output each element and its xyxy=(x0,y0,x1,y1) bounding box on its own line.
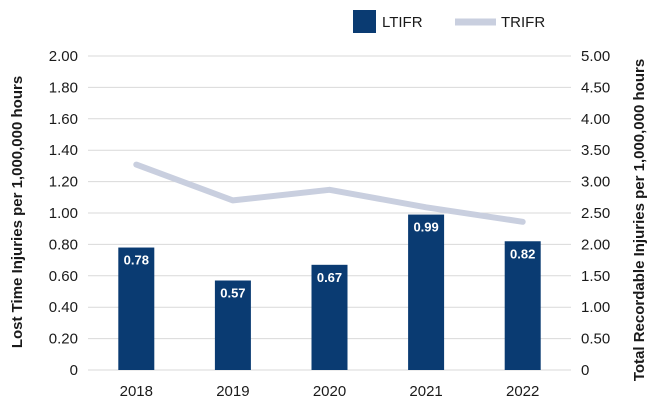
bar-data-label: 0.57 xyxy=(220,286,245,301)
bar-data-label: 0.99 xyxy=(413,220,438,235)
left-tick-label: 1.20 xyxy=(49,174,78,191)
legend-swatch-ltifr xyxy=(353,10,376,33)
x-tick-label: 2021 xyxy=(409,383,442,400)
right-tick-label: 2.00 xyxy=(581,236,610,253)
bar xyxy=(408,214,445,370)
left-axis-ticks: 2.00 1.80 1.60 1.40 1.20 1.00 0.80 0.60 0.40 0.20… xyxy=(49,48,78,379)
left-tick-label: 0.80 xyxy=(49,236,78,253)
right-tick-label: 3.50 xyxy=(581,142,610,159)
right-tick-label: 2.50 xyxy=(581,205,610,222)
bar-data-label: 0.78 xyxy=(124,253,149,268)
bar xyxy=(118,247,155,370)
right-axis-ticks: 5.00 4.50 4.00 3.50 3.00 2.50 2.00 1.50 1.00 0.50… xyxy=(581,48,610,379)
right-axis-title: Total Recordable Injuries per 1,000,000 … xyxy=(631,59,648,381)
bar-data-label: 0.82 xyxy=(510,246,535,261)
x-tick-label: 2019 xyxy=(216,383,249,400)
right-tick-label: 5.00 xyxy=(581,48,610,65)
left-tick-label: 0.60 xyxy=(49,268,78,285)
bar xyxy=(214,280,251,370)
legend-label-trifr: TRIFR xyxy=(501,14,545,31)
bar-data-label: 0.67 xyxy=(317,270,342,285)
left-tick-label: 1.40 xyxy=(49,142,78,159)
left-tick-label: 0 xyxy=(70,362,78,379)
left-tick-label: 0.40 xyxy=(49,299,78,316)
bar xyxy=(504,241,541,370)
legend-label-ltifr: LTIFR xyxy=(382,14,423,31)
line-series-trifr xyxy=(133,161,526,225)
right-tick-label: 3.00 xyxy=(581,174,610,191)
left-tick-label: 1.60 xyxy=(49,111,78,128)
bar xyxy=(311,264,348,370)
data-labels: 0.78 0.57 0.67 0.99 0.82 xyxy=(124,220,536,301)
left-tick-label: 0.20 xyxy=(49,331,78,348)
right-tick-label: 1.00 xyxy=(581,299,610,316)
x-axis-ticks: 2018 2019 2020 2021 2022 xyxy=(120,383,540,400)
x-tick-label: 2020 xyxy=(313,383,346,400)
left-tick-label: 1.80 xyxy=(49,79,78,96)
right-tick-label: 1.50 xyxy=(581,268,610,285)
x-tick-label: 2018 xyxy=(120,383,153,400)
left-axis-title: Lost Time Injuries per 1,000,000 hours xyxy=(9,76,26,348)
right-tick-label: 4.00 xyxy=(581,111,610,128)
trifr-line xyxy=(133,161,526,225)
right-tick-label: 0 xyxy=(581,362,589,379)
bar-series-ltifr xyxy=(118,214,541,370)
left-tick-label: 2.00 xyxy=(49,48,78,65)
legend: LTIFR TRIFR xyxy=(353,10,545,33)
left-tick-label: 1.00 xyxy=(49,205,78,222)
x-tick-label: 2022 xyxy=(506,383,539,400)
right-tick-label: 4.50 xyxy=(581,79,610,96)
right-tick-label: 0.50 xyxy=(581,331,610,348)
